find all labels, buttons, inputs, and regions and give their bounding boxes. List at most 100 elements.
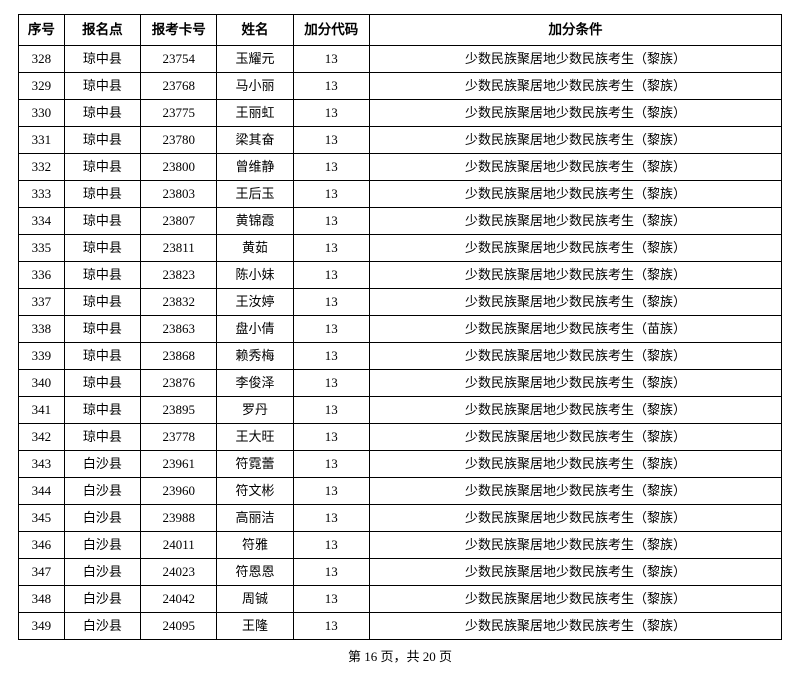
table-cell: 13 — [293, 451, 369, 478]
table-row: 330琼中县23775王丽虹13少数民族聚居地少数民族考生（黎族） — [19, 100, 782, 127]
table-cell: 342 — [19, 424, 65, 451]
table-cell: 344 — [19, 478, 65, 505]
table-row: 339琼中县23868赖秀梅13少数民族聚居地少数民族考生（黎族） — [19, 343, 782, 370]
table-cell: 黄锦霞 — [217, 208, 293, 235]
table-cell: 少数民族聚居地少数民族考生（黎族） — [369, 505, 781, 532]
bonus-points-table: 序号 报名点 报考卡号 姓名 加分代码 加分条件 328琼中县23754玉耀元1… — [18, 14, 782, 640]
table-cell: 329 — [19, 73, 65, 100]
table-cell: 白沙县 — [64, 613, 140, 640]
table-row: 341琼中县23895罗丹13少数民族聚居地少数民族考生（黎族） — [19, 397, 782, 424]
table-cell: 23754 — [141, 46, 217, 73]
table-cell: 13 — [293, 586, 369, 613]
table-row: 340琼中县23876李俊泽13少数民族聚居地少数民族考生（黎族） — [19, 370, 782, 397]
table-cell: 王汝婷 — [217, 289, 293, 316]
table-cell: 琼中县 — [64, 46, 140, 73]
col-header-id: 报考卡号 — [141, 15, 217, 46]
col-header-cond: 加分条件 — [369, 15, 781, 46]
table-cell: 23960 — [141, 478, 217, 505]
table-cell: 345 — [19, 505, 65, 532]
table-cell: 23811 — [141, 235, 217, 262]
table-cell: 琼中县 — [64, 181, 140, 208]
table-cell: 13 — [293, 100, 369, 127]
table-cell: 少数民族聚居地少数民族考生（黎族） — [369, 127, 781, 154]
table-cell: 13 — [293, 208, 369, 235]
table-row: 331琼中县23780梁其奋13少数民族聚居地少数民族考生（黎族） — [19, 127, 782, 154]
table-cell: 328 — [19, 46, 65, 73]
table-cell: 23800 — [141, 154, 217, 181]
table-cell: 少数民族聚居地少数民族考生（黎族） — [369, 46, 781, 73]
table-cell: 少数民族聚居地少数民族考生（黎族） — [369, 181, 781, 208]
table-cell: 盘小倩 — [217, 316, 293, 343]
table-cell: 13 — [293, 316, 369, 343]
table-cell: 346 — [19, 532, 65, 559]
table-cell: 琼中县 — [64, 73, 140, 100]
table-cell: 少数民族聚居地少数民族考生（黎族） — [369, 208, 781, 235]
table-cell: 少数民族聚居地少数民族考生（黎族） — [369, 154, 781, 181]
table-cell: 高丽洁 — [217, 505, 293, 532]
table-cell: 琼中县 — [64, 289, 140, 316]
table-cell: 347 — [19, 559, 65, 586]
table-cell: 王丽虹 — [217, 100, 293, 127]
table-cell: 少数民族聚居地少数民族考生（黎族） — [369, 478, 781, 505]
table-cell: 13 — [293, 127, 369, 154]
table-cell: 343 — [19, 451, 65, 478]
table-cell: 马小丽 — [217, 73, 293, 100]
table-cell: 琼中县 — [64, 100, 140, 127]
table-cell: 琼中县 — [64, 316, 140, 343]
table-cell: 少数民族聚居地少数民族考生（黎族） — [369, 586, 781, 613]
table-cell: 罗丹 — [217, 397, 293, 424]
table-cell: 少数民族聚居地少数民族考生（黎族） — [369, 397, 781, 424]
table-cell: 335 — [19, 235, 65, 262]
table-cell: 13 — [293, 532, 369, 559]
table-row: 337琼中县23832王汝婷13少数民族聚居地少数民族考生（黎族） — [19, 289, 782, 316]
table-cell: 332 — [19, 154, 65, 181]
table-cell: 少数民族聚居地少数民族考生（黎族） — [369, 100, 781, 127]
table-cell: 玉耀元 — [217, 46, 293, 73]
table-cell: 琼中县 — [64, 424, 140, 451]
table-cell: 王后玉 — [217, 181, 293, 208]
table-cell: 13 — [293, 289, 369, 316]
table-cell: 13 — [293, 262, 369, 289]
table-cell: 琼中县 — [64, 127, 140, 154]
table-cell: 334 — [19, 208, 65, 235]
table-cell: 23823 — [141, 262, 217, 289]
col-header-name: 姓名 — [217, 15, 293, 46]
table-row: 346白沙县24011符雅13少数民族聚居地少数民族考生（黎族） — [19, 532, 782, 559]
table-cell: 王大旺 — [217, 424, 293, 451]
table-cell: 琼中县 — [64, 262, 140, 289]
table-cell: 13 — [293, 73, 369, 100]
table-row: 335琼中县23811黄茹13少数民族聚居地少数民族考生（黎族） — [19, 235, 782, 262]
table-row: 334琼中县23807黄锦霞13少数民族聚居地少数民族考生（黎族） — [19, 208, 782, 235]
table-row: 336琼中县23823陈小妹13少数民族聚居地少数民族考生（黎族） — [19, 262, 782, 289]
table-row: 332琼中县23800曾维静13少数民族聚居地少数民族考生（黎族） — [19, 154, 782, 181]
table-cell: 23961 — [141, 451, 217, 478]
table-cell: 24011 — [141, 532, 217, 559]
table-cell: 23863 — [141, 316, 217, 343]
table-cell: 337 — [19, 289, 65, 316]
col-header-code: 加分代码 — [293, 15, 369, 46]
table-cell: 少数民族聚居地少数民族考生（黎族） — [369, 424, 781, 451]
table-cell: 13 — [293, 181, 369, 208]
table-cell: 23988 — [141, 505, 217, 532]
table-cell: 少数民族聚居地少数民族考生（黎族） — [369, 343, 781, 370]
table-cell: 少数民族聚居地少数民族考生（黎族） — [369, 613, 781, 640]
table-cell: 13 — [293, 559, 369, 586]
table-cell: 349 — [19, 613, 65, 640]
table-cell: 23807 — [141, 208, 217, 235]
table-cell: 少数民族聚居地少数民族考生（黎族） — [369, 532, 781, 559]
table-cell: 13 — [293, 46, 369, 73]
table-cell: 330 — [19, 100, 65, 127]
table-cell: 白沙县 — [64, 532, 140, 559]
table-cell: 陈小妹 — [217, 262, 293, 289]
table-cell: 少数民族聚居地少数民族考生（黎族） — [369, 559, 781, 586]
table-cell: 少数民族聚居地少数民族考生（黎族） — [369, 289, 781, 316]
table-row: 329琼中县23768马小丽13少数民族聚居地少数民族考生（黎族） — [19, 73, 782, 100]
table-cell: 琼中县 — [64, 235, 140, 262]
table-cell: 琼中县 — [64, 397, 140, 424]
table-cell: 符文彬 — [217, 478, 293, 505]
table-cell: 13 — [293, 478, 369, 505]
table-cell: 333 — [19, 181, 65, 208]
table-cell: 23876 — [141, 370, 217, 397]
table-row: 338琼中县23863盘小倩13少数民族聚居地少数民族考生（苗族） — [19, 316, 782, 343]
table-cell: 13 — [293, 343, 369, 370]
